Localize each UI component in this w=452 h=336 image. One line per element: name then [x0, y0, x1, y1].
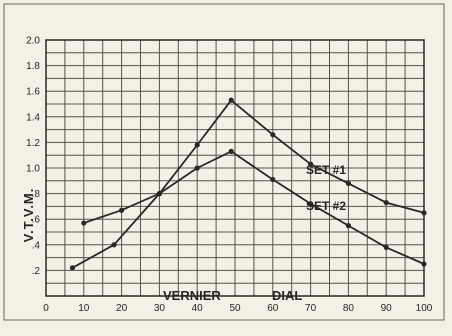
- x-tick-label: 70: [305, 303, 317, 314]
- data-point-series-1: [421, 210, 427, 216]
- plot-border: [45, 39, 425, 297]
- data-point-series-1: [69, 265, 76, 271]
- x-tick-label: 90: [381, 303, 393, 314]
- data-point-series-2: [194, 165, 200, 171]
- series-label-set-1: SET #1: [306, 163, 346, 177]
- data-point-series-2: [228, 148, 234, 154]
- y-tick-label: 1.2: [26, 138, 40, 149]
- y-tick-label: .6: [32, 215, 41, 226]
- y-tick-label: .2: [32, 266, 41, 277]
- x-tick-labels: 0 10 20 30 40 50 60 70 80 90 100: [43, 303, 433, 314]
- data-point-series-1: [194, 142, 200, 148]
- x-axis-label-part-1: VERNIER: [163, 288, 221, 303]
- y-tick-labels: .2 .4 .6 .8 1.0 1.2 1.4 1.6 1.8 2.0: [26, 36, 40, 277]
- x-tick-label: 20: [116, 303, 128, 314]
- series-line-1: [72, 99, 425, 269]
- y-tick-label: 2.0: [26, 36, 40, 47]
- x-tick-label: 60: [267, 303, 279, 314]
- data-point-series-2: [156, 191, 162, 197]
- data-point-series-2: [308, 201, 314, 207]
- data-point-series-1: [345, 180, 351, 186]
- data-point-series-2: [119, 207, 125, 213]
- x-tick-label: 50: [229, 303, 241, 314]
- x-tick-label: 10: [78, 303, 90, 314]
- data-point-series-2: [81, 220, 87, 226]
- x-axis-label-part-2: DIAL: [272, 288, 302, 303]
- data-point-series-1: [111, 242, 117, 248]
- x-tick-label: 40: [192, 303, 204, 314]
- y-tick-label: .4: [32, 240, 41, 251]
- data-point-series-2: [383, 244, 389, 250]
- data-point-series-1: [228, 97, 234, 103]
- x-tick-label: 30: [154, 303, 166, 314]
- x-tick-label: 80: [343, 303, 355, 314]
- series-group: [69, 97, 427, 271]
- data-point-series-1: [308, 161, 314, 167]
- grid-lines: [46, 40, 424, 296]
- series-label-set-2: SET #2: [306, 199, 346, 213]
- x-tick-label: 100: [416, 303, 433, 314]
- data-point-series-2: [421, 261, 427, 267]
- x-tick-label: 0: [43, 303, 49, 314]
- data-point-series-1: [383, 199, 389, 206]
- y-tick-label: 1.4: [26, 112, 40, 123]
- y-tick-label: .8: [32, 189, 41, 200]
- data-point-series-1: [270, 132, 276, 138]
- y-tick-label: 1.8: [26, 61, 40, 72]
- data-point-series-2: [345, 223, 351, 229]
- y-tick-label: 1.6: [26, 87, 40, 98]
- y-axis-label: V.T.V.M.: [21, 188, 36, 243]
- outer-frame: [3, 3, 445, 321]
- data-point-series-2: [270, 176, 276, 183]
- series-line-2: [83, 150, 425, 265]
- y-tick-label: 1.0: [26, 164, 40, 175]
